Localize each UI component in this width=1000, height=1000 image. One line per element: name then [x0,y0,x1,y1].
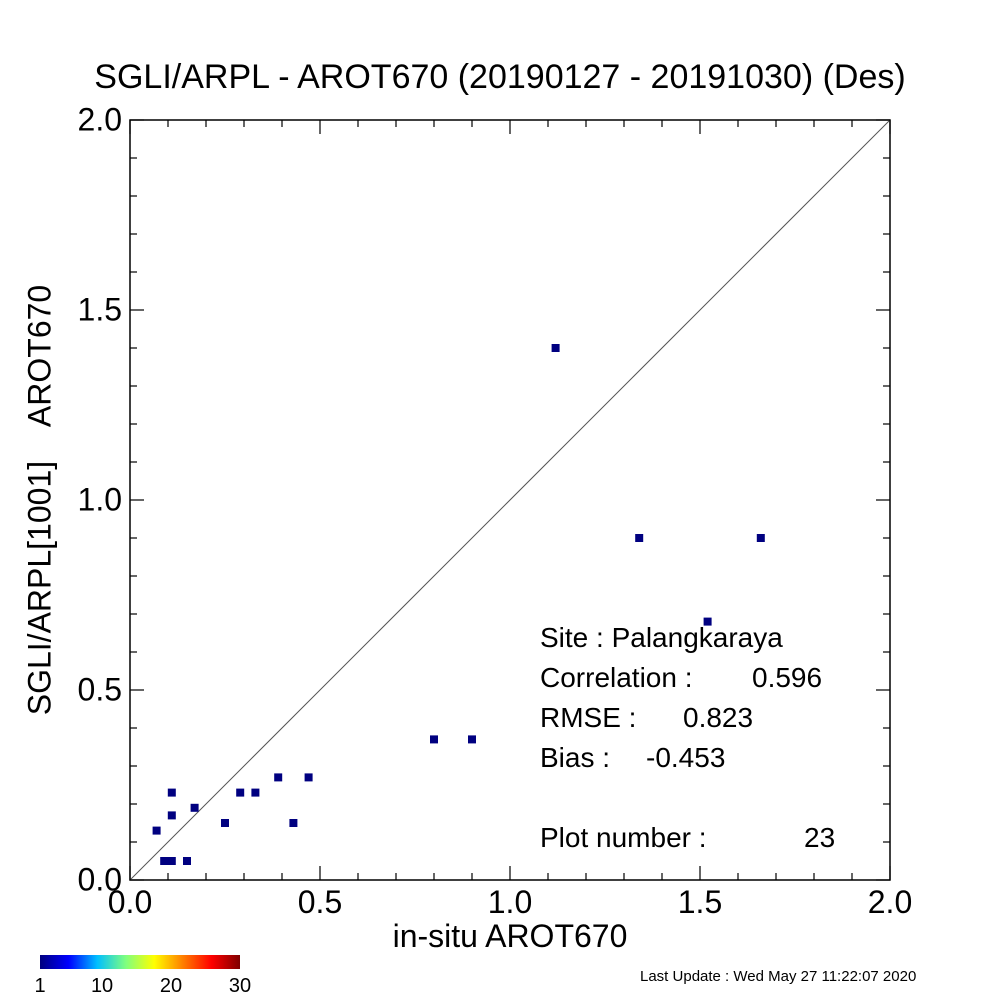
data-point [756,534,765,542]
x-tick-label: 0.5 [297,884,343,920]
y-tick-label: 0.5 [77,671,122,708]
data-point [289,819,298,827]
bias-label: Bias : [540,742,611,773]
y-tick-label: 0.0 [77,861,122,898]
correlation-label: Correlation : [540,662,693,693]
data-point [160,857,169,865]
data-point [551,344,560,352]
data-point [430,735,438,744]
x-axis-label: in-situ AROT670 [392,918,628,954]
y-axis-label: SGLI/ARPL[1001] AROT670 [21,284,58,716]
colorbar-tick-label: 30 [228,975,252,997]
data-point [251,788,260,797]
one-to-one-line [129,119,891,881]
data-point [167,811,176,820]
plot-number-label: Plot number : [540,822,707,853]
data-points [152,344,765,865]
colorbar-tick-label: 20 [159,975,183,997]
data-point [236,788,245,797]
chart-title: SGLI/ARPL - AROT670 (20190127 - 20191030… [94,58,906,96]
x-tick-label: 2.0 [867,884,913,920]
data-point [152,826,161,835]
correlation-value: 0.596 [752,662,823,693]
data-point [167,788,176,797]
data-point [183,857,191,865]
y-tick-label: 1.0 [77,481,122,518]
data-point [190,803,199,812]
x-tick-label: 1.5 [677,884,723,920]
data-point [635,534,644,542]
data-point [703,617,712,626]
site-annotation: Site : Palangkaraya [540,622,783,653]
y-tick-label: 1.5 [77,291,122,328]
axis-ticks [129,119,891,881]
plot-number-value: 23 [804,822,836,853]
x-tick-label: 0.0 [107,884,153,920]
colorbar-tick-label: 10 [90,975,114,997]
rmse-value: 0.823 [683,702,754,733]
last-update-footer: Last Update : Wed May 27 11:22:07 2020 [640,968,917,985]
data-point [304,773,313,782]
colorbar-tick-label: 1 [34,975,46,997]
rmse-label: RMSE : [540,702,637,733]
bias-value: -0.453 [646,742,726,773]
colorbar [40,955,240,969]
x-tick-label: 1.0 [487,884,533,920]
data-point [221,819,229,827]
data-point [274,773,283,782]
y-tick-label: 2.0 [77,101,122,138]
data-point [468,735,476,744]
data-point [167,857,176,865]
